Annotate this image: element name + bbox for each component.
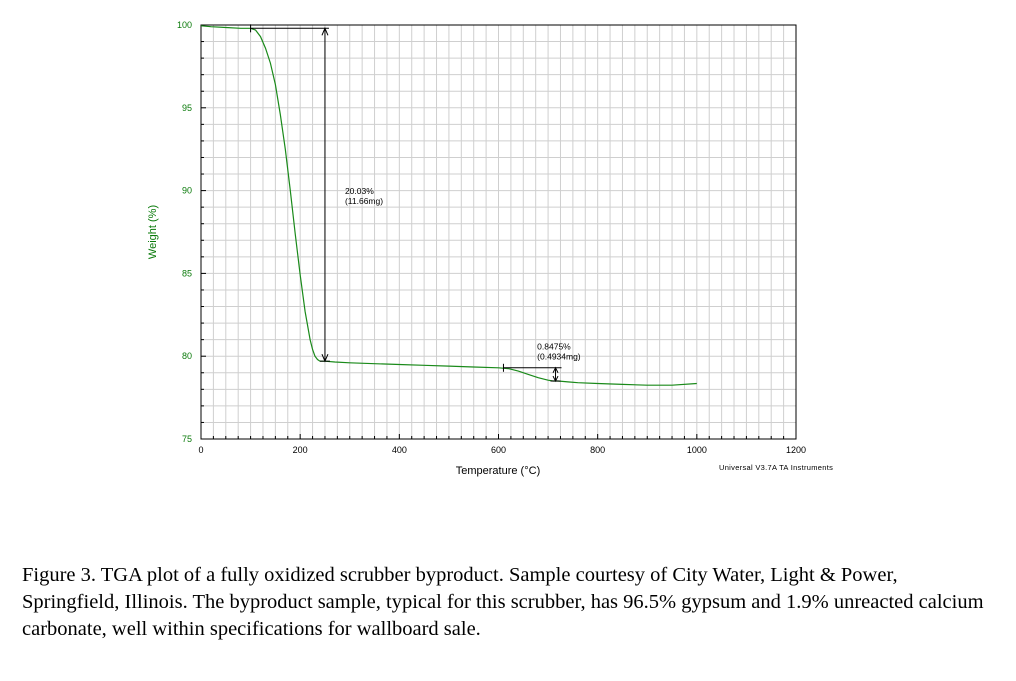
- x-tick-label: 0: [198, 445, 203, 455]
- y-tick-label: 80: [182, 351, 192, 361]
- y-tick-label: 75: [182, 434, 192, 444]
- instrument-credit: Universal V3.7A TA Instruments: [719, 463, 833, 472]
- annotation2-mass-label: (0.4934mg): [537, 352, 581, 362]
- y-tick-labels: 75 80 85 90 95 100: [177, 20, 192, 444]
- y-tick-label: 100: [177, 20, 192, 30]
- x-tick-label: 400: [392, 445, 407, 455]
- x-tick-label: 1000: [687, 445, 707, 455]
- x-tick-label: 1200: [786, 445, 806, 455]
- x-axis-title: Temperature (°C): [456, 465, 540, 477]
- annotation-percent-label: 20.03%: [345, 186, 374, 196]
- axis-ticks: [200, 24, 797, 440]
- chart-grid: [201, 25, 796, 439]
- y-axis-title: Weight (%): [147, 205, 159, 259]
- annotation2-percent-label: 0.8475%: [537, 342, 571, 352]
- figure-caption: Figure 3. TGA plot of a fully oxidized s…: [22, 564, 984, 640]
- annotation-mass-label: (11.66mg): [345, 196, 383, 206]
- step-annotations: 20.03%(11.66mg) 0.8475%(0.4934mg): [250, 24, 581, 383]
- x-tick-label: 600: [491, 445, 506, 455]
- y-tick-label: 85: [182, 268, 192, 278]
- x-tick-label: 200: [293, 445, 308, 455]
- annotation2-arrowhead-top: [552, 366, 559, 374]
- y-tick-label: 95: [182, 103, 192, 113]
- tga-chart: 0 200 400 600 800 1000 1200 75 80 85 90 95 100 20.0…: [147, 20, 833, 477]
- y-tick-label: 90: [182, 186, 192, 196]
- annotation-arrowhead-top: [321, 27, 329, 36]
- x-tick-label: 800: [590, 445, 605, 455]
- x-tick-labels: 0 200 400 600 800 1000 1200: [198, 445, 806, 455]
